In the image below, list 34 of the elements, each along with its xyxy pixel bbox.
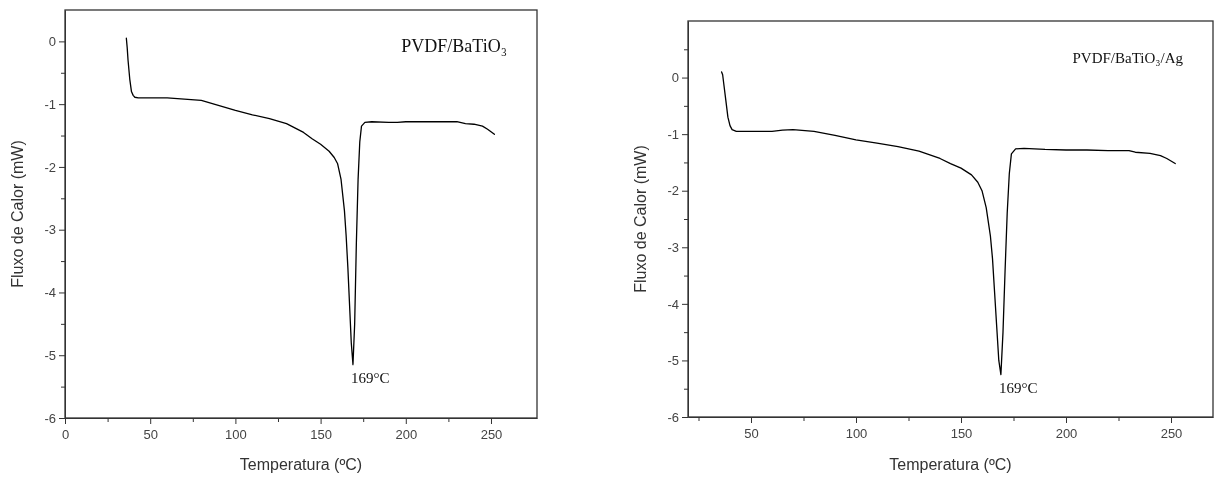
y-tick-label: -2: [44, 159, 56, 175]
x-tick-label: 0: [61, 427, 70, 442]
annotation: 169°C: [998, 379, 1038, 396]
x-tick-label: 250: [480, 427, 503, 442]
y-tick-label: -5: [667, 353, 679, 369]
x-tick-label: 200: [395, 427, 418, 442]
x-tick-label: 50: [143, 427, 158, 442]
x-tick-label: 50: [744, 426, 759, 441]
x-tick-label: 250: [1160, 426, 1183, 441]
y-tick-label: -6: [44, 410, 56, 426]
annotation: 169°C: [350, 369, 390, 386]
y-tick-label: 0: [671, 70, 679, 86]
y-tick-label: -6: [667, 409, 679, 425]
x-axis-title: Temperatura (ºC): [239, 456, 363, 473]
x-tick-label: 100: [845, 426, 868, 441]
y-tick-label: 0: [48, 34, 56, 50]
y-tick-label: -4: [44, 285, 56, 301]
x-axis-title: Temperatura (ºC): [889, 456, 1012, 473]
y-axis-title: Fluxo de Calor (mW): [9, 140, 26, 288]
y-tick-label: -1: [44, 96, 56, 112]
x-tick-label: 150: [950, 426, 973, 441]
y-axis-title: Fluxo de Calor (mW): [632, 145, 649, 293]
x-tick-label: 100: [225, 427, 247, 442]
y-tick-label: -5: [44, 347, 56, 363]
annotation: PVDF/BaTiO₃: [401, 36, 507, 56]
y-tick-label: -1: [667, 126, 679, 142]
x-tick-label: 200: [1055, 426, 1078, 441]
y-tick-label: -4: [667, 296, 679, 312]
x-tick-label: 150: [310, 427, 332, 442]
annotation: PVDF/BaTiO₃/Ag: [1072, 50, 1184, 66]
y-tick-label: -3: [44, 222, 56, 238]
y-tick-label: -2: [667, 183, 679, 199]
line-series: [720, 71, 1176, 376]
y-tick-label: -3: [667, 239, 679, 255]
